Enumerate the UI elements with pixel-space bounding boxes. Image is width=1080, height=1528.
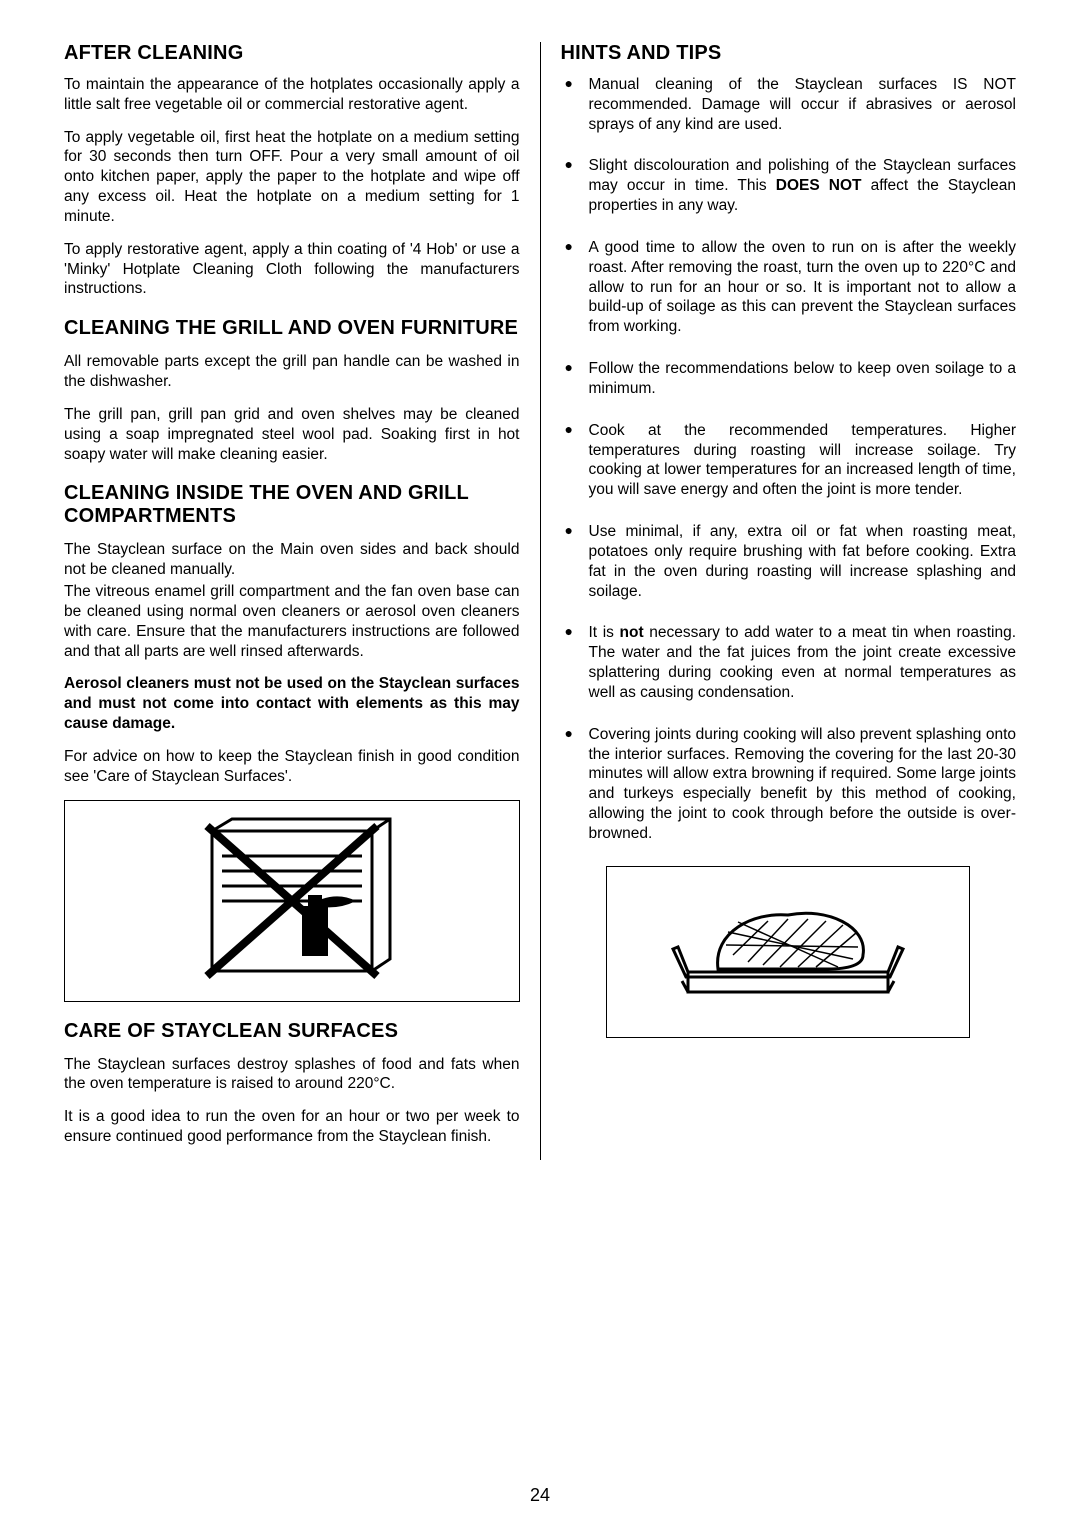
body-text: The grill pan, grill pan grid and oven s… (64, 405, 520, 464)
right-column: HINTS AND TIPS Manual cleaning of the St… (541, 42, 1025, 1160)
heading-hints-tips: HINTS AND TIPS (561, 42, 1017, 65)
body-text: The Stayclean surfaces destroy splashes … (64, 1055, 520, 1095)
body-text: For advice on how to keep the Stayclean … (64, 747, 520, 787)
body-text: The Stayclean surface on the Main oven s… (64, 540, 520, 580)
oven-no-aerosol-figure (64, 800, 520, 1002)
body-text: It is a good idea to run the oven for an… (64, 1107, 520, 1147)
left-column: AFTER CLEANING To maintain the appearanc… (56, 42, 541, 1160)
list-item: Follow the recommendations below to keep… (561, 359, 1017, 399)
heading-cleaning-furniture: CLEANING THE GRILL AND OVEN FURNITURE (64, 317, 520, 340)
list-item: Use minimal, if any, extra oil or fat wh… (561, 522, 1017, 601)
body-text: To apply restorative agent, apply a thin… (64, 240, 520, 299)
list-item: Covering joints during cooking will also… (561, 725, 1017, 844)
body-text: To apply vegetable oil, first heat the h… (64, 128, 520, 227)
roast-in-tin-figure (606, 866, 970, 1038)
body-text: The vitreous enamel grill compartment an… (64, 582, 520, 661)
page-number: 24 (0, 1485, 1080, 1506)
heading-cleaning-inside: CLEANING INSIDE THE OVEN AND GRILL COMPA… (64, 482, 520, 528)
body-text: All removable parts except the grill pan… (64, 352, 520, 392)
heading-care-stayclean: CARE OF STAYCLEAN SURFACES (64, 1020, 520, 1043)
hints-list: Manual cleaning of the Stayclean surface… (561, 75, 1017, 844)
list-item: Slight discolouration and polishing of t… (561, 156, 1017, 215)
list-item: Manual cleaning of the Stayclean surface… (561, 75, 1017, 134)
body-text: To maintain the appearance of the hotpla… (64, 75, 520, 115)
roast-icon (658, 877, 918, 1027)
body-text-bold: Aerosol cleaners must not be used on the… (64, 674, 520, 733)
list-item: Cook at the recommended temperatures. Hi… (561, 421, 1017, 500)
list-item: A good time to allow the oven to run on … (561, 238, 1017, 337)
list-item: It is not necessary to add water to a me… (561, 623, 1017, 702)
heading-after-cleaning: AFTER CLEANING (64, 42, 520, 65)
oven-crossed-icon (152, 811, 432, 991)
